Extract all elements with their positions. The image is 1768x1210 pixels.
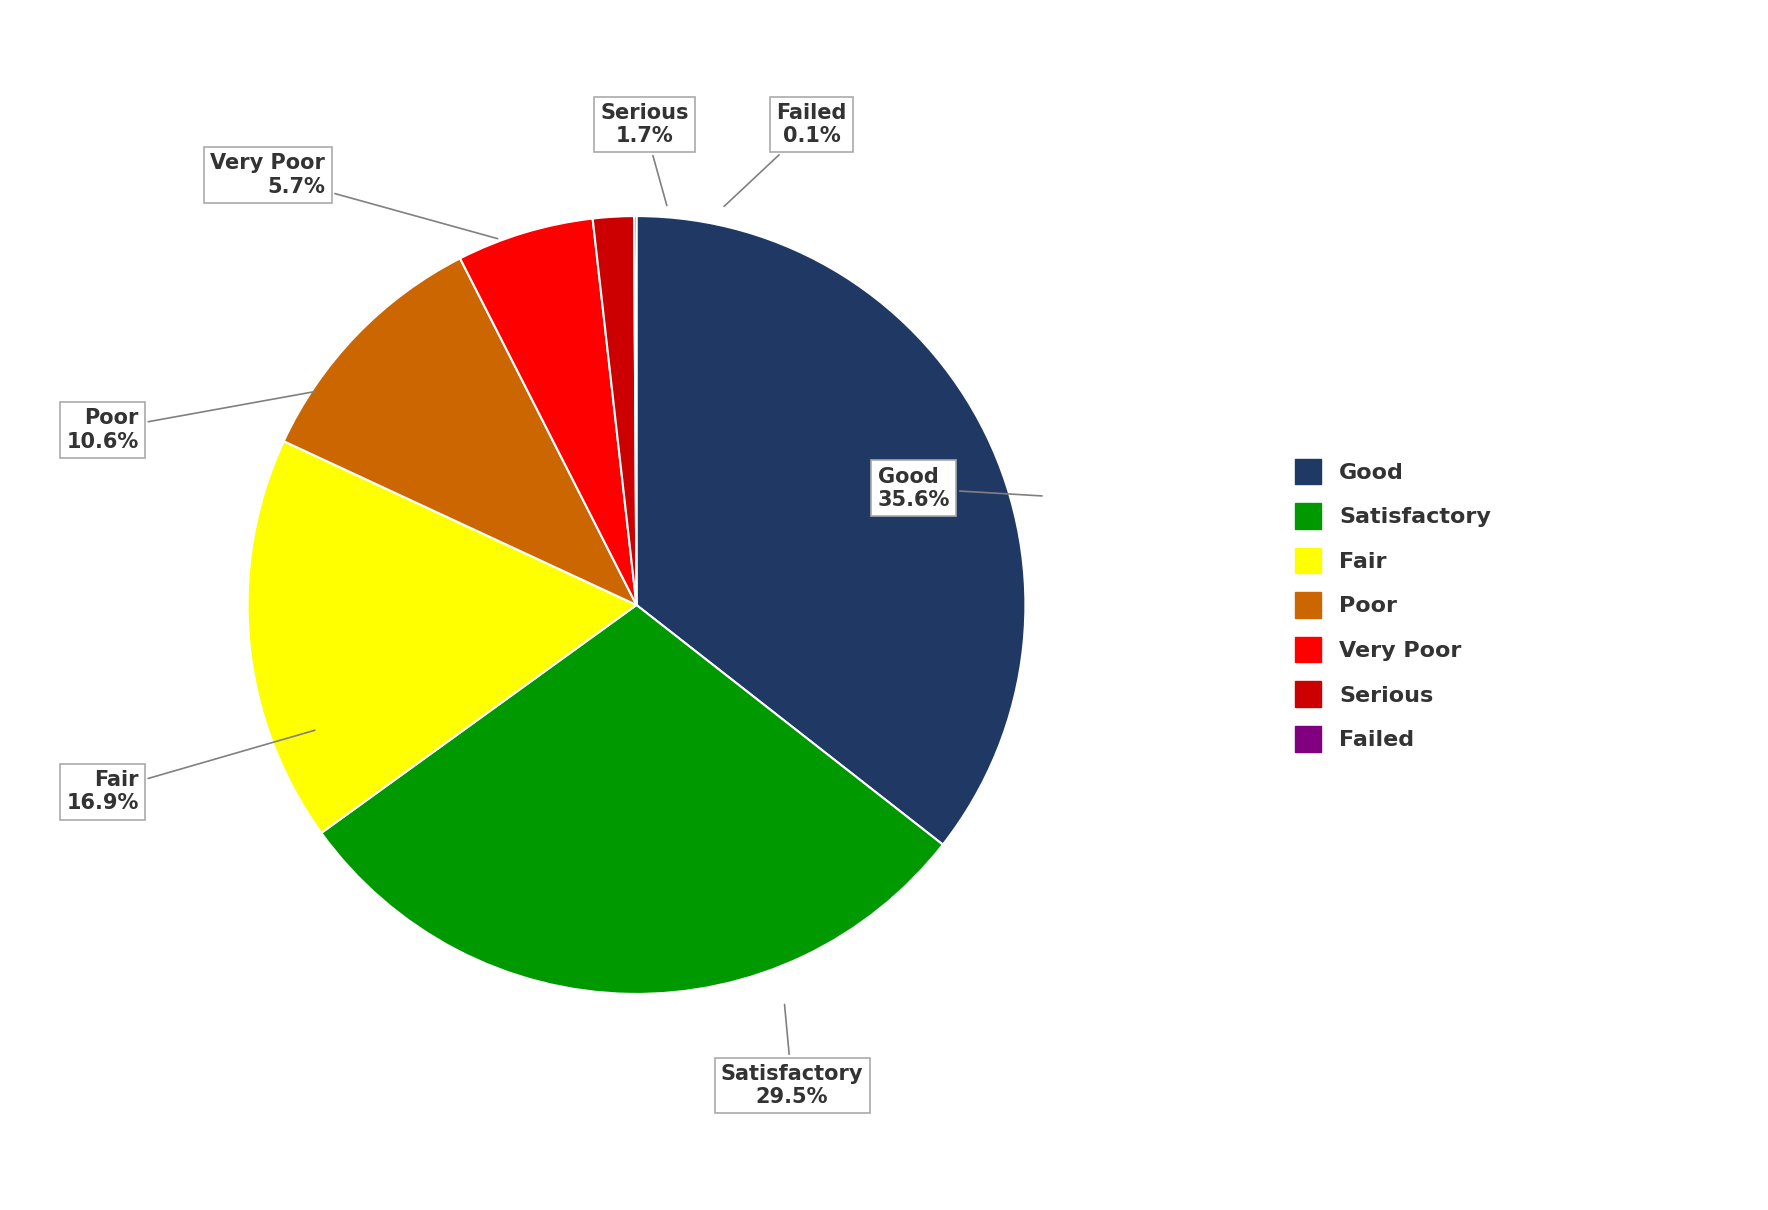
Text: Satisfactory
29.5%: Satisfactory 29.5% [721,1004,863,1107]
Text: Serious
1.7%: Serious 1.7% [599,103,688,206]
Text: Very Poor
5.7%: Very Poor 5.7% [210,154,497,238]
Legend: Good, Satisfactory, Fair, Poor, Very Poor, Serious, Failed: Good, Satisfactory, Fair, Poor, Very Poo… [1294,459,1490,751]
Text: Good
35.6%: Good 35.6% [877,467,1041,509]
Wedge shape [248,442,636,832]
Wedge shape [460,219,636,605]
Text: Poor
10.6%: Poor 10.6% [67,392,315,451]
Wedge shape [283,259,636,605]
Wedge shape [592,217,636,605]
Text: Fair
16.9%: Fair 16.9% [65,730,315,813]
Text: Failed
0.1%: Failed 0.1% [725,103,847,207]
Wedge shape [322,605,942,993]
Wedge shape [635,217,636,605]
Wedge shape [636,217,1025,845]
